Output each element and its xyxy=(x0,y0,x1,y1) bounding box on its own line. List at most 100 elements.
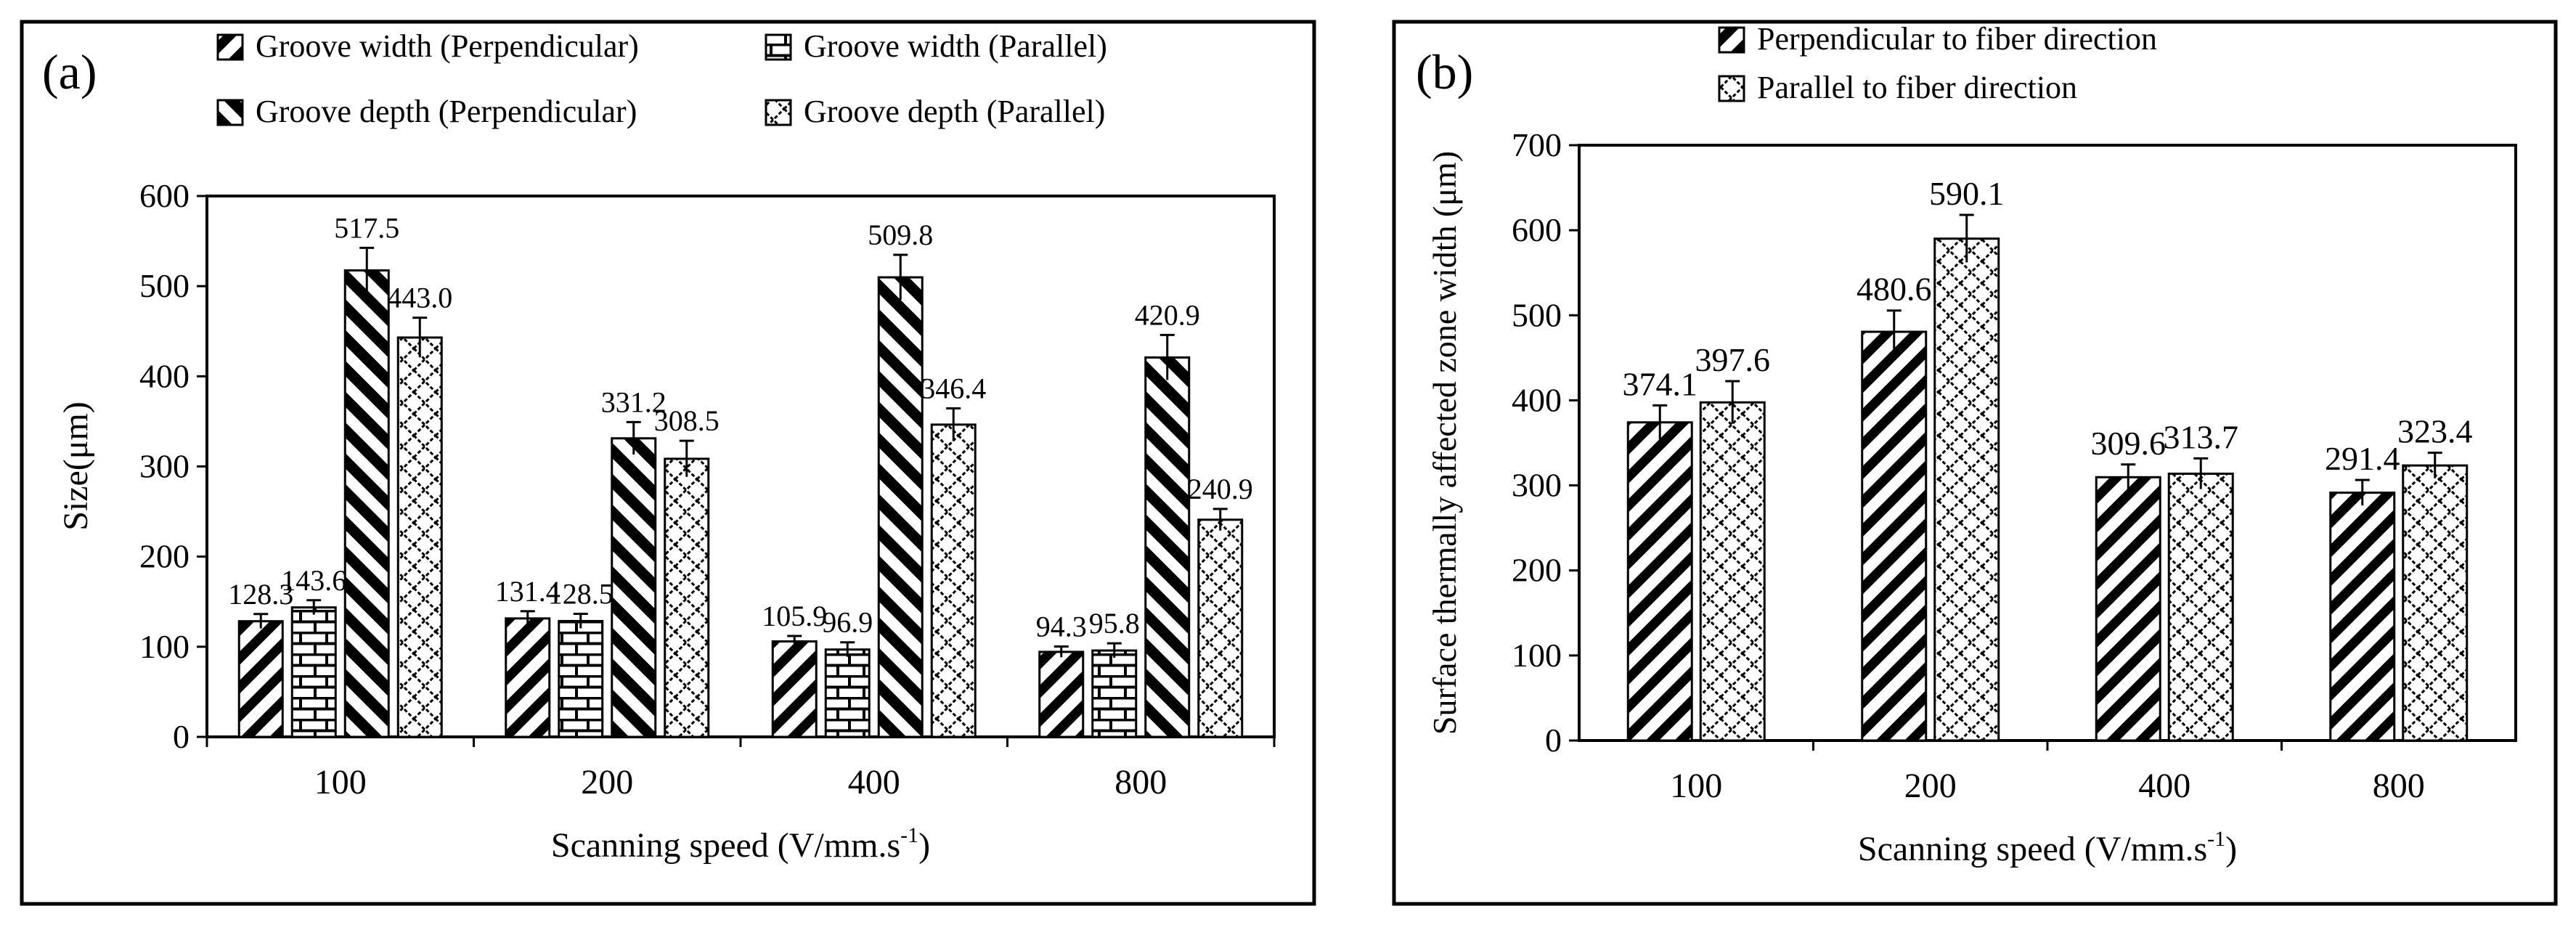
panel-a-legend-swatch-groove-width-parallel xyxy=(765,33,792,61)
panel-a-bar-groove-width-perpendicular-200 xyxy=(505,617,551,738)
panel-a-data-label: 308.5 xyxy=(654,404,720,437)
panel-b-label: (b) xyxy=(1416,44,1473,99)
panel-a-y-tick-label: 600 xyxy=(139,177,189,214)
panel-b-data-label: 323.4 xyxy=(2397,413,2473,450)
panel-b-data-label: 397.6 xyxy=(1695,341,1771,378)
panel-b-x-tick-label: 100 xyxy=(1670,767,1722,805)
panel-a-data-label: 346.4 xyxy=(921,372,986,405)
panel-a-bar-groove-width-parallel-800 xyxy=(1091,649,1138,738)
panel-a-y-tick-label: 500 xyxy=(139,267,189,304)
panel-b-bar-perpendicular-to-fiber-direction-100 xyxy=(1626,421,1693,742)
panel-b-legend-swatch-perpendicular-to-fiber-direction xyxy=(1718,26,1745,54)
panel-b-legend-swatch-parallel-to-fiber-direction xyxy=(1718,75,1745,102)
panel-a-x-axis-title: Scanning speed (V/mm.s-1) xyxy=(551,823,930,865)
panel-a-x-tick-label: 800 xyxy=(1114,763,1167,801)
panel-a-bar-groove-depth-perpendicular-100 xyxy=(343,269,390,738)
panel-a-data-label: 517.5 xyxy=(334,211,399,244)
panel-b-y-tick-label: 600 xyxy=(1512,211,1562,248)
panel-b-bars: 374.1 480.6 309.6 291.4 397.6 590.1 313.7 323.4 xyxy=(1623,175,2473,742)
panel-a-legend-label-groove-width-perpendicular: Groove width (Perpendicular) xyxy=(256,28,639,64)
panel-b-data-label: 291.4 xyxy=(2325,440,2400,477)
panel-b-bar-parallel-to-fiber-direction-800 xyxy=(2402,464,2469,742)
panel-b-data-label: 313.7 xyxy=(2164,418,2239,455)
panel-b-y-axis-title: Surface thermally affected zone width (μ… xyxy=(1426,151,1463,735)
panel-a-legend-swatch-groove-width-perpendicular xyxy=(216,33,244,61)
panel-b-bar-perpendicular-to-fiber-direction-400 xyxy=(2095,476,2161,742)
panel-a-legend-label-groove-depth-parallel: Groove depth (Parallel) xyxy=(804,94,1105,129)
panel-a-bar-groove-width-parallel-400 xyxy=(824,648,871,738)
panel-a-data-label: 240.9 xyxy=(1188,473,1253,505)
panel-a-axes: 0 100 200 300 400 500 600 100 200 400 800 xyxy=(139,177,1276,801)
panel-a-y-tick-label: 200 xyxy=(139,538,189,575)
panel-a-data-label: 105.9 xyxy=(762,600,827,632)
panel-a-legend-swatch-groove-depth-parallel xyxy=(765,99,792,126)
panel-a-data-label: 331.2 xyxy=(601,386,667,418)
panel-a-data-label: 128.3 xyxy=(228,578,293,611)
panel-a-y-tick-label: 100 xyxy=(139,628,189,665)
panel-b-data-label: 480.6 xyxy=(1856,271,1932,308)
panel-b-legend-label-perpendicular-to-fiber-direction: Perpendicular to fiber direction xyxy=(1757,21,2157,57)
panel-a-bar-groove-depth-perpendicular-800 xyxy=(1144,356,1191,738)
panel-a-bar-groove-width-perpendicular-100 xyxy=(237,620,284,738)
panel-b-legend: Perpendicular to fiber direction Parallel… xyxy=(1718,21,2157,105)
panel-b-x-tick-label: 200 xyxy=(1904,767,1957,805)
panel-a-y-tick-label: 0 xyxy=(173,718,189,755)
panel-a-bar-groove-depth-perpendicular-200 xyxy=(611,437,657,738)
panel-a-legend-label-groove-depth-perpendicular: Groove depth (Perpendicular) xyxy=(256,94,637,129)
panel-a-bar-groove-width-parallel-200 xyxy=(558,619,604,738)
panel-b-bar-parallel-to-fiber-direction-400 xyxy=(2167,473,2234,742)
panel-a-y-axis-title: Size(μm) xyxy=(57,401,95,531)
panel-a-data-label: 443.0 xyxy=(387,282,452,314)
panel-b-data-label: 590.1 xyxy=(1929,175,2005,212)
panel-a-bar-groove-width-perpendicular-400 xyxy=(771,640,818,738)
panel-b-y-tick-label: 400 xyxy=(1512,381,1562,418)
panel-b-y-tick-label: 700 xyxy=(1512,126,1562,163)
panel-a-data-label: 143.6 xyxy=(281,564,346,597)
panel-b-legend-label-parallel-to-fiber-direction: Parallel to fiber direction xyxy=(1757,70,2077,105)
panel-a-legend: Groove width (Perpendicular) Groove width… xyxy=(216,28,1107,129)
panel-a-y-tick-label: 300 xyxy=(139,448,189,485)
panel-b-y-tick-label: 200 xyxy=(1512,552,1562,589)
panel-a-data-label: 509.8 xyxy=(868,219,933,251)
panel-a-frame xyxy=(20,20,1316,906)
panel-a-label: (a) xyxy=(42,44,97,99)
panel-a-legend-label-groove-width-parallel: Groove width (Parallel) xyxy=(804,28,1107,64)
panel-a-bar-groove-width-parallel-100 xyxy=(290,606,337,738)
panel-b: (b) Scanning speed (V/mm.s-1) Surface th… xyxy=(1416,21,2517,868)
panel-b-bar-parallel-to-fiber-direction-100 xyxy=(1699,401,1766,742)
panel-a-bar-groove-depth-parallel-400 xyxy=(930,423,977,738)
panel-a-data-label: 94.3 xyxy=(1036,610,1087,643)
panel-a-x-tick-label: 100 xyxy=(314,763,367,801)
panel-a-legend-swatch-groove-depth-perpendicular xyxy=(216,99,244,126)
panel-a-bar-groove-width-perpendicular-800 xyxy=(1038,650,1085,738)
panel-b-axes: 0 100 200 300 400 500 600 700 100 200 400 800 xyxy=(1512,126,2425,805)
panel-b-x-tick-label: 800 xyxy=(2373,767,2425,805)
panel-b-bar-parallel-to-fiber-direction-200 xyxy=(1933,237,2000,742)
panel-a-bar-groove-depth-parallel-100 xyxy=(396,336,443,738)
panel-a-data-label: 131.4 xyxy=(495,575,561,608)
panel-a-y-tick-label: 400 xyxy=(139,357,189,394)
panel-a-bar-groove-depth-parallel-200 xyxy=(664,457,710,738)
panel-b-x-tick-label: 400 xyxy=(2138,767,2190,805)
panel-b-y-tick-label: 500 xyxy=(1512,296,1562,333)
panel-b-y-tick-label: 300 xyxy=(1512,467,1562,504)
panel-a-data-label: 128.5 xyxy=(548,578,614,611)
panel-a-data-label: 420.9 xyxy=(1135,298,1200,331)
panel-a-data-label: 96.9 xyxy=(822,606,873,639)
panel-a-data-label: 95.8 xyxy=(1089,607,1140,640)
panel-b-bar-perpendicular-to-fiber-direction-800 xyxy=(2329,491,2396,742)
panel-b-frame xyxy=(1392,20,2558,906)
panel-a-x-tick-label: 400 xyxy=(848,763,900,801)
panel-b-data-label: 309.6 xyxy=(2091,425,2167,462)
panel-b-y-tick-label: 100 xyxy=(1512,637,1562,674)
panel-a-bar-groove-depth-perpendicular-400 xyxy=(877,276,924,738)
panel-a-bar-groove-depth-parallel-800 xyxy=(1197,518,1244,738)
panel-a-x-tick-label: 200 xyxy=(581,763,633,801)
panel-a-bars: 128.3 131.4 105.9 94.3 143.6 128.5 96.9 95.8 517… xyxy=(228,211,1253,738)
panel-b-bar-perpendicular-to-fiber-direction-200 xyxy=(1861,330,1928,742)
panel-b-y-tick-label: 0 xyxy=(1545,722,1562,759)
panel-a: (a) Scanning speed (V/mm.s-1) Size(μm) G… xyxy=(42,28,1276,865)
panel-b-x-axis-title: Scanning speed (V/mm.s-1) xyxy=(1858,827,2237,868)
